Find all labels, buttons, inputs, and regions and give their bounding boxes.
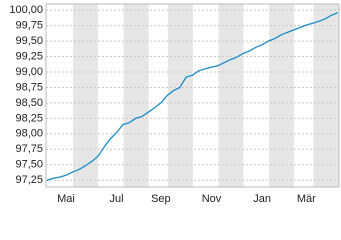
- chart: Mai Jul Sep Nov Jan Mär 97,25 97,50 97,75 98,00 98…: [9, 3, 340, 205]
- month-bands: [72, 4, 339, 187]
- y-tick-label: 99,50: [15, 35, 43, 47]
- x-tick-label: Jul: [110, 193, 124, 205]
- plot-frame: [45, 3, 340, 188]
- y-tick-label: 100,00: [9, 4, 43, 16]
- month-band: [123, 4, 149, 187]
- x-tick-label: Mär: [297, 193, 316, 205]
- x-tick-label: Sep: [151, 193, 171, 205]
- y-tick-label: 97,25: [15, 174, 43, 186]
- month-band: [313, 4, 339, 187]
- y-tick-label: 98,50: [15, 97, 43, 109]
- month-band: [72, 4, 98, 187]
- y-tick-label: 98,25: [15, 112, 43, 124]
- y-tick-label: 98,75: [15, 81, 43, 93]
- x-tick-label: Nov: [202, 193, 222, 205]
- y-tick-label: 99,00: [15, 66, 43, 78]
- grid: [46, 9, 339, 181]
- y-tick-label: 99,25: [15, 50, 43, 62]
- x-tick-label: Mai: [57, 193, 75, 205]
- month-band: [167, 4, 193, 187]
- price-line: [46, 12, 339, 181]
- month-band: [218, 4, 244, 187]
- y-tick-label: 97,50: [15, 159, 43, 171]
- y-tick-label: 99,75: [15, 20, 43, 32]
- y-tick-label: 97,75: [15, 143, 43, 155]
- y-tick-label: 98,00: [15, 128, 43, 140]
- x-tick-label: Jan: [253, 193, 271, 205]
